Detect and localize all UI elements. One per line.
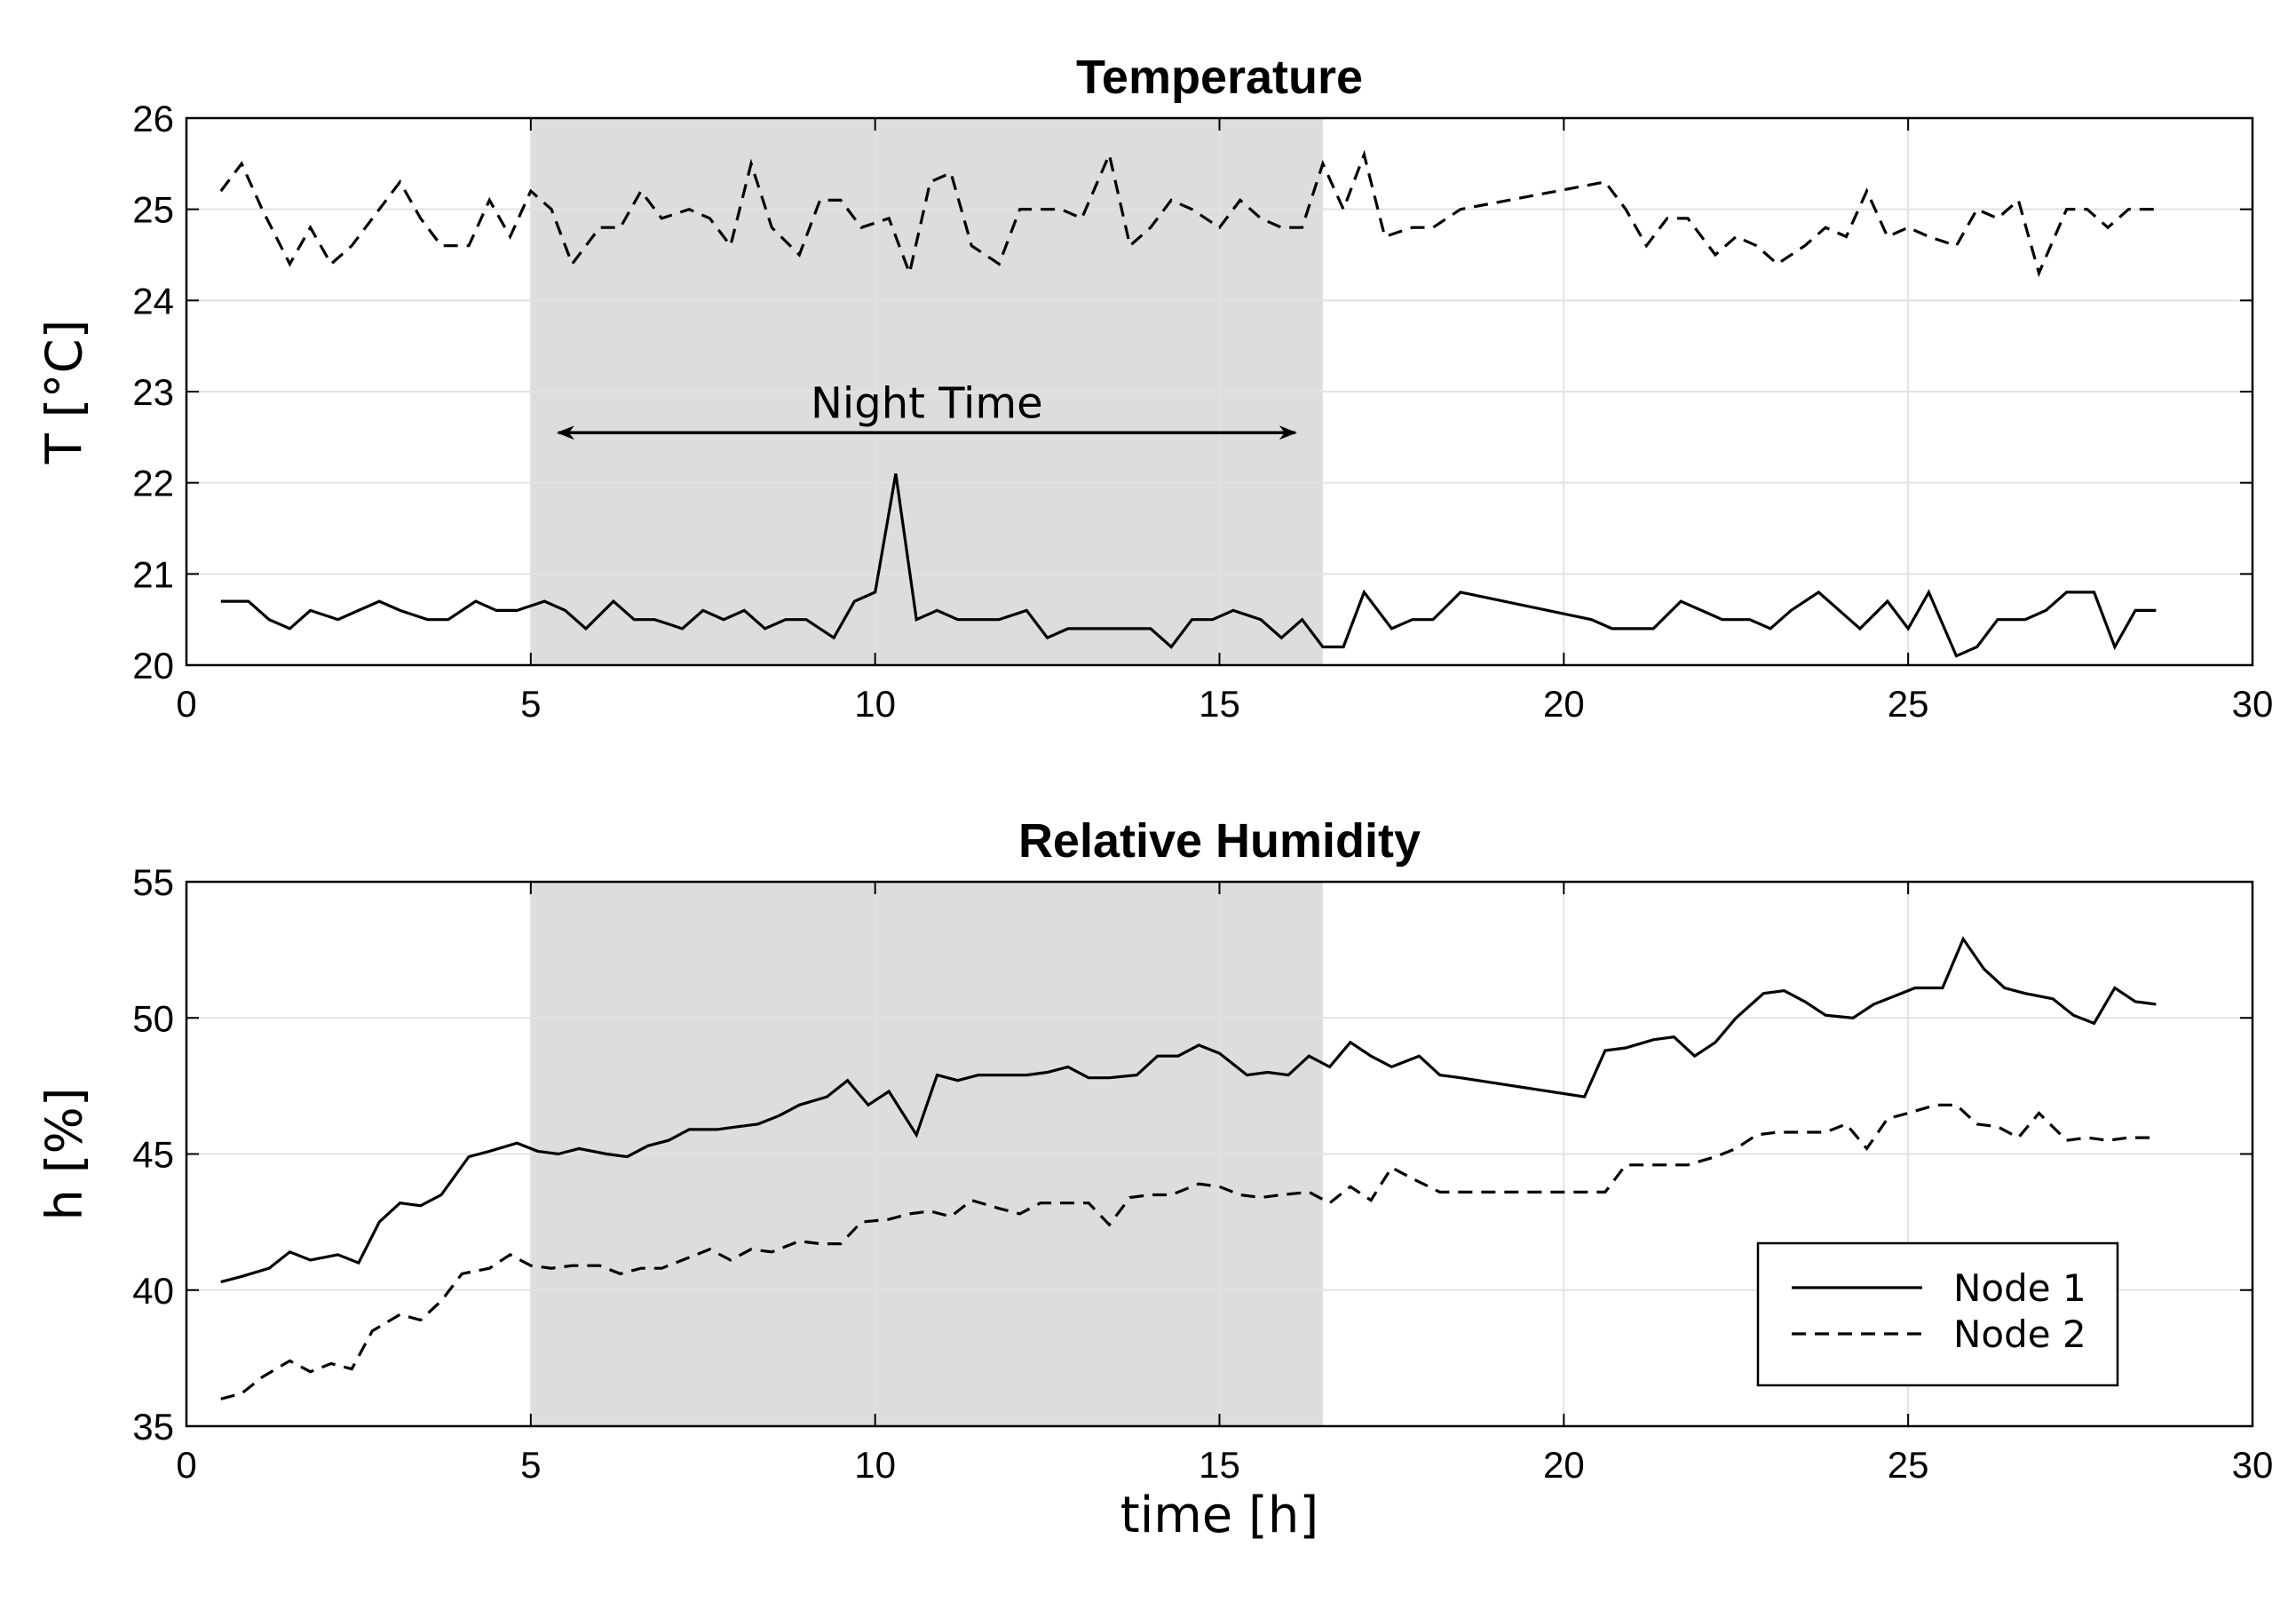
humidity-x-tick-label: 10	[854, 1444, 896, 1486]
temperature-x-tick-label: 20	[1543, 683, 1585, 725]
temperature-y-tick-label: 22	[132, 463, 174, 504]
night-time-annotation: Night Time	[556, 378, 1297, 440]
humidity-y-tick-label: 45	[132, 1134, 174, 1176]
temperature-y-tick-label: 20	[132, 645, 174, 686]
humidity-x-tick-label: 25	[1888, 1444, 1929, 1486]
legend-label-node-2: Node 2	[1953, 1313, 2086, 1356]
humidity-x-tick-label: 15	[1199, 1444, 1240, 1486]
temperature-title: Temperature	[1076, 51, 1363, 104]
temperature-y-tick-label: 23	[132, 371, 174, 413]
temperature-y-tick-label: 24	[132, 280, 174, 321]
temperature-x-tick-label: 30	[2232, 683, 2274, 725]
temperature-y-tick-label: 25	[132, 189, 174, 231]
humidity-series-node-1	[220, 936, 2157, 1284]
humidity-series-node-2	[220, 1103, 2157, 1400]
temperature-y-tick-label: 21	[132, 553, 174, 595]
humidity-title: Relative Humidity	[1018, 814, 1421, 868]
temperature-x-tick-label: 25	[1888, 683, 1929, 725]
legend: Node 1 Node 2	[1756, 1241, 2119, 1387]
temperature-series-node-2	[219, 149, 2157, 279]
humidity-y-axis-label: h [%]	[36, 1087, 94, 1220]
humidity-y-tick-label: 40	[132, 1270, 174, 1312]
temperature-x-tick-label: 10	[854, 683, 896, 725]
humidity-y-tick-label: 50	[132, 997, 174, 1039]
humidity-x-tick-label: 5	[520, 1444, 541, 1486]
humidity-y-tick-label: 35	[132, 1406, 174, 1447]
humidity-x-tick-label: 0	[176, 1444, 196, 1486]
temperature-y-tick-label: 26	[132, 98, 174, 139]
legend-box	[1756, 1241, 2119, 1387]
temperature-series-node-1	[220, 473, 2157, 658]
temperature-y-axis-label: T [°C]	[36, 320, 94, 465]
legend-label-node-1: Node 1	[1953, 1266, 2086, 1310]
temperature-x-tick-label: 15	[1199, 683, 1240, 725]
humidity-x-tick-label: 30	[2232, 1444, 2274, 1486]
night-time-label: Night Time	[811, 378, 1043, 428]
temperature-chart: Night Time 0 5 10 15 20 25 30 20 21 22 23 24 25 26 Te…	[36, 51, 2274, 725]
time-x-axis-label: time [h]	[1120, 1487, 1319, 1544]
temperature-x-tick-label: 5	[520, 683, 541, 725]
humidity-chart: 0 5 10 15 20 25 30 35 40 45 50 55 Relative Humidity…	[36, 814, 2274, 1544]
humidity-y-tick-label: 55	[132, 861, 174, 903]
temperature-x-tick-label: 0	[176, 683, 196, 725]
humidity-x-tick-label: 20	[1543, 1444, 1585, 1486]
